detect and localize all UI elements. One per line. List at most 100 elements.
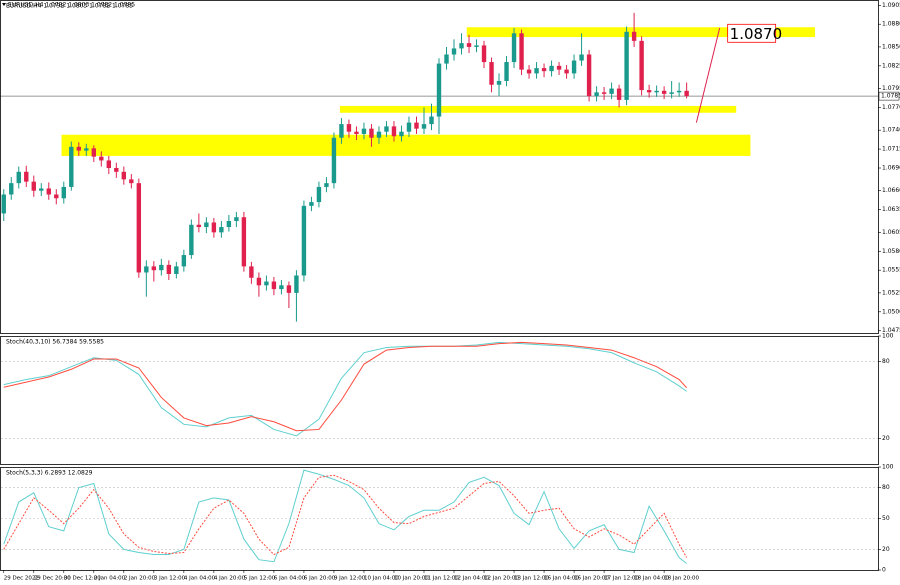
candle-body	[31, 181, 36, 191]
candle-body	[616, 88, 622, 100]
candle-body	[511, 33, 517, 63]
candle-body	[459, 43, 464, 49]
candle-body	[519, 33, 524, 70]
candle-body	[436, 63, 442, 117]
candle-body	[294, 275, 299, 293]
candle-body	[196, 224, 202, 228]
candle-body	[466, 43, 472, 47]
chart-title: EURUSD,H4 1.0792 1.0803 1.0782 1.0785	[8, 2, 135, 9]
candle-body	[331, 137, 337, 184]
zone	[466, 27, 815, 38]
indicator-line	[3, 341, 688, 432]
candle-body	[579, 54, 584, 61]
candle-body	[129, 179, 134, 184]
candle-body	[39, 188, 44, 191]
x-tick-label: 18 Jan 04:00	[634, 576, 669, 582]
y-tick-label: 80	[882, 358, 890, 365]
annotation: 1.0870	[730, 25, 783, 43]
last-price-label: 1.0785	[881, 93, 900, 100]
candle-body	[106, 160, 112, 169]
candle-body	[541, 68, 547, 72]
candle-body	[219, 227, 224, 233]
candle-body	[444, 54, 449, 64]
y-tick-label: 20	[882, 435, 890, 442]
candle-body	[384, 126, 389, 132]
candle-body	[54, 194, 59, 199]
y-tick-label: 1.0580	[882, 248, 900, 255]
annotation-box	[727, 23, 777, 43]
x-tick-label: 16 Jan 04:00	[544, 576, 579, 582]
candle-body	[421, 124, 427, 129]
candle-body	[301, 205, 307, 276]
x-tick-label: 2 Jan 20:00	[124, 576, 156, 582]
candle-body	[91, 148, 97, 157]
candle-body	[76, 146, 81, 151]
candle-body	[661, 90, 667, 94]
x-tick-label: 3 Jan 12:00	[154, 576, 186, 582]
y-tick-label: 1.0500	[882, 308, 900, 315]
x-tick-label: 9 Jan 12:00	[334, 576, 366, 582]
x-tick-label: 18 Jan 20:00	[664, 576, 699, 582]
candle-body	[46, 188, 51, 195]
y-tick-label: 80	[882, 484, 890, 491]
candle-body	[684, 90, 689, 97]
candle-body	[1, 194, 6, 214]
candle-body	[676, 90, 682, 93]
candle-body	[361, 128, 367, 134]
x-tick-label: 29 Dec 20:00	[34, 576, 71, 582]
candle-body	[144, 266, 149, 273]
indicator-line	[3, 341, 687, 437]
candle-body	[369, 128, 374, 138]
candle-body	[549, 65, 554, 72]
candle-body	[586, 54, 592, 97]
candle-body	[249, 266, 254, 278]
candle-body	[211, 222, 217, 233]
panel-frame	[0, 467, 879, 571]
candle-body	[624, 31, 629, 100]
candle-body	[534, 68, 539, 74]
x-tick-label: 4 Jan 20:00	[214, 576, 246, 582]
x-tick-label: 11 Jan 12:00	[424, 576, 459, 582]
candle-body	[241, 217, 247, 267]
y-tick-label: 1.0880	[882, 21, 900, 28]
candle-body	[496, 80, 502, 85]
candle-body	[406, 122, 412, 132]
candle-body	[159, 264, 164, 271]
y-tick-label: 0	[882, 567, 886, 574]
x-tick-label: 16 Jan 20:00	[574, 576, 609, 582]
y-tick-label: 1.0715	[882, 146, 900, 153]
candle-body	[474, 45, 479, 47]
candle-body	[564, 69, 569, 74]
x-tick-label: 10 Jan 20:00	[394, 576, 429, 582]
candle-body	[166, 264, 172, 274]
x-tick-label: 4 Jan 04:00	[184, 576, 216, 582]
panel-title: Stoch(40,3,10) 56.7384 59.5585	[6, 339, 104, 346]
candle-body	[316, 186, 322, 203]
candle-body	[324, 183, 329, 187]
x-tick-label: 6 Jan 04:00	[274, 576, 306, 582]
y-tick-label: 1.0795	[882, 85, 900, 92]
candle-body	[489, 62, 494, 85]
candle-body	[646, 90, 652, 93]
y-tick-label: 100	[882, 464, 894, 471]
candle-body	[136, 183, 142, 273]
candle-body	[526, 69, 532, 74]
candle-body	[639, 40, 644, 91]
candle-body	[429, 116, 434, 125]
title-icon	[2, 3, 6, 6]
y-tick-label: 1.0475	[882, 327, 900, 334]
y-tick-label: 1.0635	[882, 206, 900, 213]
candle-body	[234, 217, 239, 221]
candle-body	[256, 277, 262, 286]
zone	[339, 105, 737, 113]
trendline	[695, 27, 721, 123]
candle-body	[114, 168, 119, 172]
candle-body	[669, 92, 674, 94]
candle-body	[84, 148, 89, 151]
candle-body	[61, 186, 66, 199]
y-tick-label: 1.0740	[882, 127, 900, 134]
x-tick-label: 12 Jan 04:00	[454, 576, 489, 582]
